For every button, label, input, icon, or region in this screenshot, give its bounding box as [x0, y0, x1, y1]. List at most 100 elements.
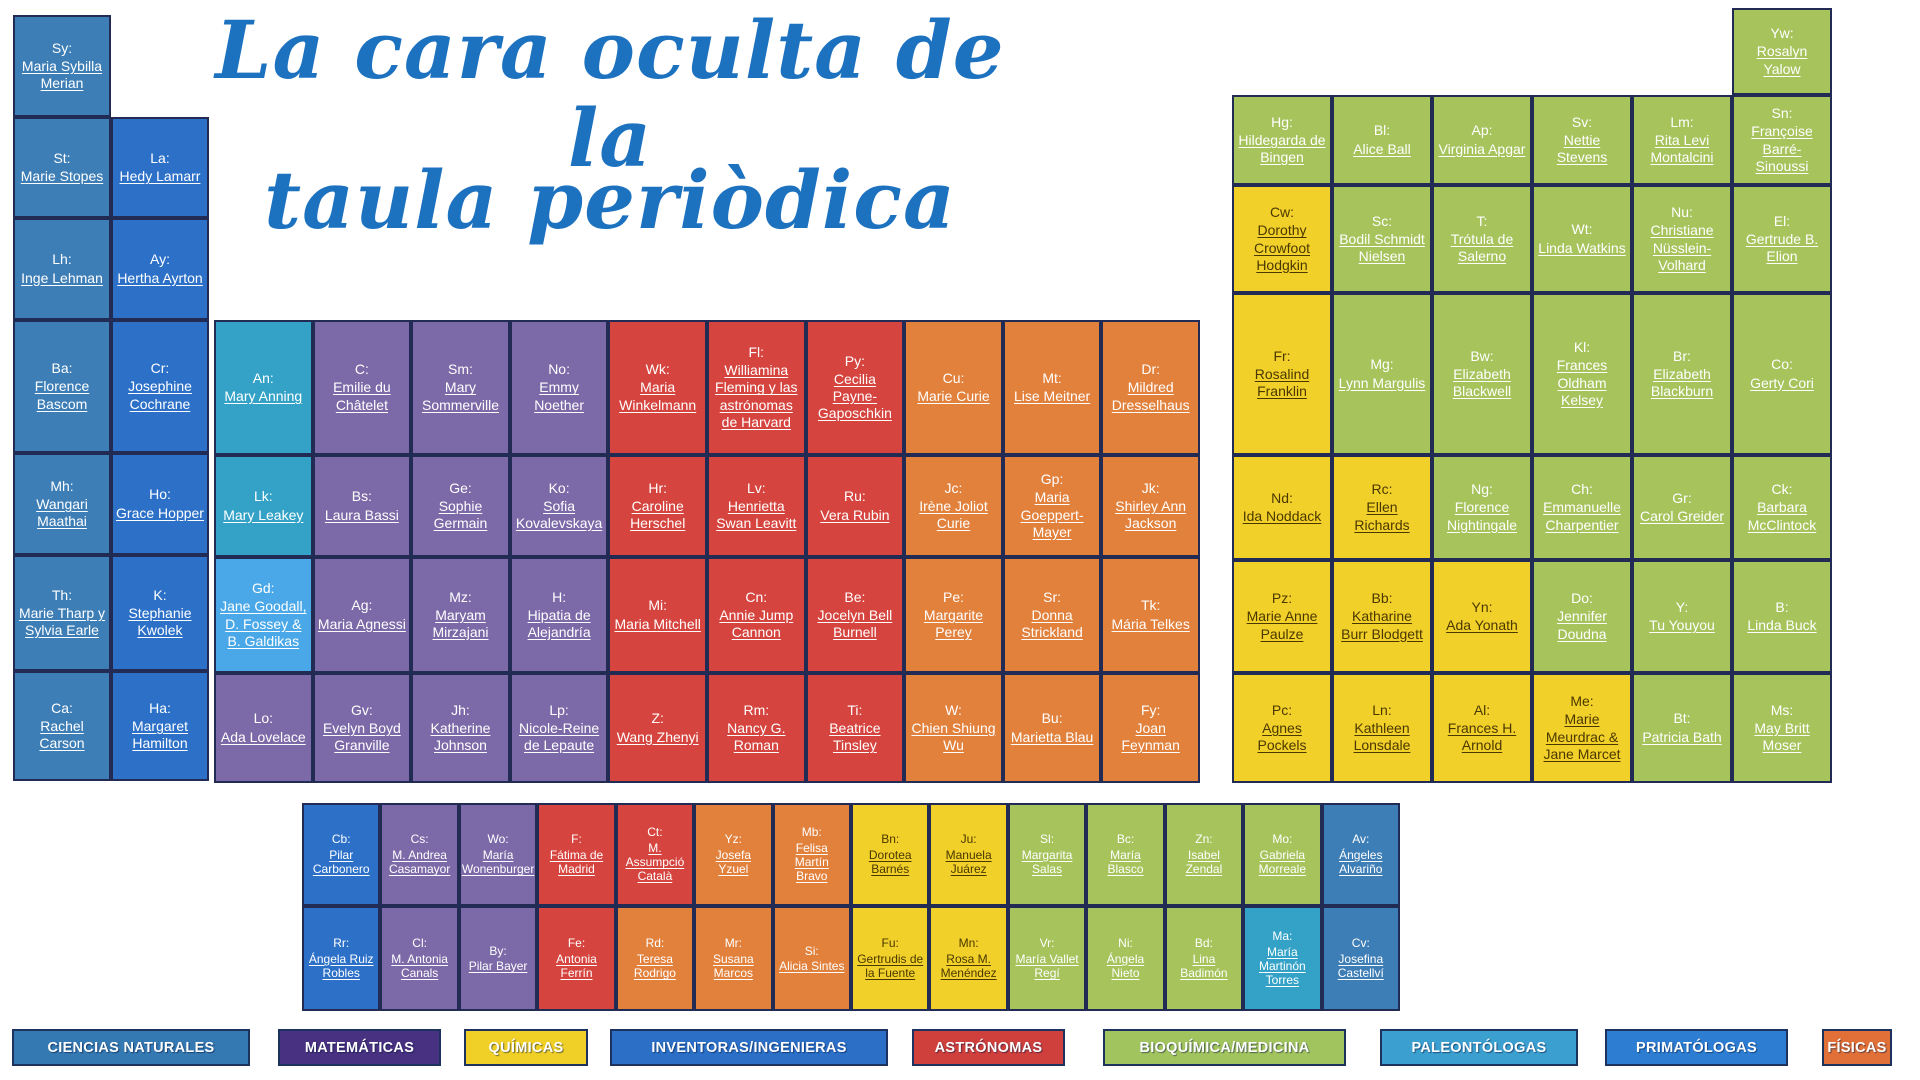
element-cell-La: La: Hedy Lamarr	[111, 117, 209, 218]
element-symbol: Cn:	[745, 588, 768, 605]
element-cell-Bn: Bn: Dorotea Barnés	[851, 803, 930, 906]
scientist-name: Sophie Germain	[433, 497, 488, 532]
scientist-name: Marie Curie	[917, 388, 990, 404]
element-cell-Sl: Sl: Margarita Salas	[1007, 803, 1087, 906]
element-symbol: Ag:	[351, 597, 373, 614]
element-cell-Mn: Mn: Rosa M. Menéndez	[929, 906, 1008, 1011]
element-cell-An: An: Mary Anning	[214, 320, 313, 455]
element-symbol: Mt:	[1042, 369, 1062, 386]
element-cell-Al: Al: Frances H. Arnold	[1432, 673, 1532, 783]
scientist-name: Shirley Ann Jackson	[1115, 497, 1187, 532]
element-symbol: Ma:	[1272, 929, 1293, 944]
scientist-name: Lise Meitner	[1013, 388, 1091, 404]
element-symbol: Ng:	[1471, 481, 1493, 498]
element-cell-Jk: Jk: Shirley Ann Jackson	[1101, 455, 1200, 557]
element-cell-Rm: Rm: Nancy G. Roman	[706, 673, 806, 783]
element-symbol: Gr:	[1672, 489, 1692, 506]
element-symbol: Ap:	[1471, 122, 1493, 139]
scientist-name: Mária Telkes	[1111, 615, 1190, 632]
element-cell-Bb: Bb: Katharine Burr Blodgett	[1332, 560, 1432, 673]
legend-chip-nat: CIENCIAS NATURALES	[12, 1029, 250, 1066]
element-symbol: An:	[252, 369, 274, 386]
element-cell-Lm: Lm: Rita Levi Montalcini	[1632, 95, 1732, 185]
scientist-name: Carol Greider	[1639, 508, 1725, 524]
element-symbol: Th:	[51, 586, 73, 603]
element-cell-Fl: Fl: Williamina Fleming y las astrónomas d…	[706, 320, 806, 455]
element-symbol: Ln:	[1372, 701, 1392, 718]
element-cell-Bd: Bd: Lina Badimón	[1164, 906, 1244, 1011]
scientist-name: Hedy Lamarr	[119, 168, 201, 184]
element-symbol: Rr:	[333, 936, 350, 951]
element-cell-Hr: Hr: Caroline Herschel	[608, 455, 707, 557]
element-cell-Yn: Yn: Ada Yonath	[1432, 560, 1532, 673]
element-cell-No: No: Emmy Noether	[509, 320, 609, 455]
scientist-name: Williamina Fleming y las astrónomas de H…	[715, 362, 798, 430]
scientist-name: Maryam Mirzajani	[432, 606, 489, 641]
scientist-name: Marie Tharp y Sylvia Earle	[18, 604, 106, 639]
scientist-name: Ada Yonath	[1446, 617, 1518, 633]
element-cell-Lp: Lp: Nicole-Reine de Lepaute	[509, 673, 609, 783]
scientist-name: María Martinón Torres	[1259, 944, 1306, 988]
element-cell-Pc: Pc: Agnes Pockels	[1232, 673, 1332, 783]
element-cell-Mg: Mg: Lynn Margulis	[1332, 293, 1432, 455]
element-symbol: Sy:	[51, 39, 73, 56]
scientist-name: Wang Zhenyi	[616, 728, 699, 745]
element-symbol: Ch:	[1571, 481, 1593, 498]
scientist-name: Marie Meurdrac & Jane Marcet	[1543, 711, 1621, 762]
scientist-name: M. Antonia Canals	[391, 951, 448, 981]
scientist-name: M. Assumpció Català	[625, 840, 685, 884]
scientist-name: Margaret Hamilton	[131, 717, 189, 752]
element-symbol: Ni:	[1118, 936, 1133, 951]
element-cell-Ko: Ko: Sofia Kovalevskaya	[509, 455, 609, 557]
element-cell-By: By: Pilar Bayer	[458, 906, 538, 1011]
scientist-name: Vera Rubin	[820, 506, 890, 523]
element-symbol: Py:	[844, 352, 865, 369]
element-cell-Cu: Cu: Marie Curie	[904, 320, 1003, 455]
element-cell-Bt: Bt: Patricia Bath	[1632, 673, 1732, 783]
element-symbol: Yn:	[1471, 598, 1493, 615]
scientist-name: María Blasco	[1107, 847, 1144, 877]
element-cell-Th: Th: Marie Tharp y Sylvia Earle	[13, 555, 111, 671]
element-symbol: Yw:	[1770, 25, 1794, 42]
scientist-name: Gertrude B. Elion	[1745, 230, 1819, 265]
element-cell-Ho: Ho: Grace Hopper	[111, 453, 209, 555]
element-symbol: Mn:	[958, 936, 979, 951]
element-symbol: Gd:	[252, 580, 275, 597]
legend-chip-bio: BIOQUÍMICA/MEDICINA	[1103, 1029, 1346, 1066]
scientist-name: Elizabeth Blackwell	[1452, 365, 1512, 400]
element-symbol: Yz:	[724, 832, 743, 847]
element-symbol: Gp:	[1040, 471, 1064, 488]
element-cell-Lh: Lh: Inge Lehman	[13, 218, 111, 320]
scientist-name: Kathleen Lonsdale	[1353, 719, 1411, 754]
scientist-name: Annie Jump Cannon	[719, 606, 794, 641]
scientist-name: Ángeles Alvariño	[1339, 847, 1383, 877]
element-cell-Lo: Lo: Ada Lovelace	[214, 673, 313, 783]
element-cell-Be: Be: Jocelyn Bell Burnell	[805, 557, 905, 673]
element-symbol: Ca:	[51, 699, 73, 716]
element-symbol: Lv:	[746, 479, 766, 496]
element-cell-Nd: Nd: Ida Noddack	[1232, 455, 1332, 560]
element-symbol: Bs:	[351, 488, 372, 505]
element-symbol: Ct:	[647, 825, 663, 840]
element-symbol: Jk:	[1141, 479, 1160, 496]
scientist-name: Dorotea Barnés	[868, 847, 912, 877]
element-cell-Ng: Ng: Florence Nightingale	[1432, 455, 1532, 560]
element-cell-Fr: Fr: Rosalind Franklin	[1232, 293, 1332, 455]
scientist-name: Christiane Nüsslein-Volhard	[1650, 222, 1714, 273]
element-cell-Jc: Jc: Irène Joliot Curie	[904, 455, 1003, 557]
legend-chip-qui: QUÍMICAS	[464, 1029, 588, 1066]
scientist-name: Pilar Bayer	[468, 959, 528, 973]
element-cell-Zn: Zn: Isabel Zendal	[1164, 803, 1244, 906]
element-cell-K: K: Stephanie Kwolek	[111, 555, 209, 671]
element-symbol: Lk:	[253, 488, 273, 505]
element-cell-Ag: Ag: Maria Agnessi	[312, 557, 412, 673]
element-symbol: Bd:	[1194, 936, 1213, 951]
element-symbol: Ru:	[843, 488, 866, 505]
element-cell-Sv: Sv: Nettie Stevens	[1532, 95, 1632, 185]
scientist-name: Ida Noddack	[1242, 508, 1322, 524]
scientist-name: Alice Ball	[1353, 140, 1411, 157]
element-symbol: Co:	[1771, 356, 1793, 373]
element-cell-Ms: Ms: May Britt Moser	[1732, 673, 1832, 783]
element-symbol: Wt:	[1571, 221, 1593, 238]
scientist-name: Elizabeth Blackburn	[1650, 365, 1714, 400]
